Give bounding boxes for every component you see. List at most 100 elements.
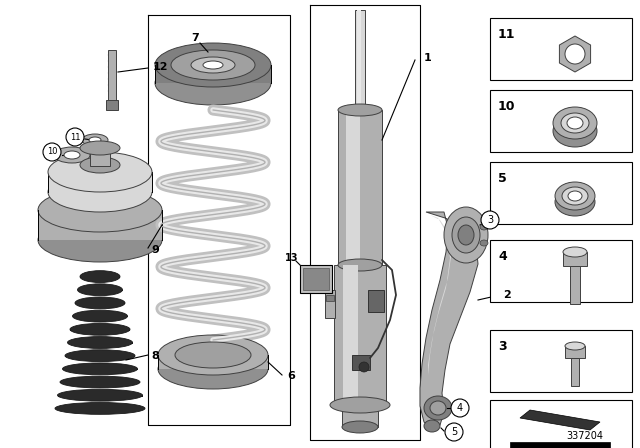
Ellipse shape [342,421,378,433]
Ellipse shape [555,182,595,210]
Bar [63,369,138,370]
Ellipse shape [452,217,480,253]
Bar [343,265,358,405]
Ellipse shape [48,152,152,192]
Bar [326,295,334,301]
Ellipse shape [359,362,369,372]
Ellipse shape [38,188,162,232]
Ellipse shape [567,117,583,129]
Ellipse shape [60,376,140,388]
Ellipse shape [158,349,268,389]
Bar [346,110,360,265]
Ellipse shape [55,402,145,414]
Ellipse shape [171,50,255,80]
Bar [510,442,610,448]
Ellipse shape [424,396,452,420]
Text: 3: 3 [487,215,493,225]
Bar [58,395,143,396]
Polygon shape [559,36,591,72]
Text: 4: 4 [457,403,463,413]
Ellipse shape [480,224,488,230]
Bar [355,10,365,115]
Bar [106,100,118,110]
Ellipse shape [330,397,390,413]
Text: 2: 2 [503,290,511,300]
Text: 5: 5 [498,172,507,185]
Text: 13: 13 [285,253,299,263]
Ellipse shape [82,134,108,146]
Ellipse shape [158,335,268,375]
Bar [570,266,580,304]
Polygon shape [428,215,452,375]
Bar [155,65,271,83]
Ellipse shape [444,207,488,263]
Bar [490,18,632,80]
Ellipse shape [80,157,120,173]
Bar [368,290,384,312]
Bar [65,356,135,357]
Circle shape [481,211,499,229]
Bar [352,355,370,370]
Ellipse shape [562,187,588,205]
Ellipse shape [72,310,127,322]
Ellipse shape [568,191,582,201]
Ellipse shape [424,420,440,432]
Ellipse shape [70,323,130,335]
Bar [490,330,632,392]
Ellipse shape [155,43,271,87]
Bar [571,358,579,386]
Ellipse shape [553,107,597,139]
Text: 337204: 337204 [566,431,604,441]
Bar [38,210,162,240]
Ellipse shape [58,389,143,401]
Ellipse shape [191,57,235,73]
Text: 11: 11 [498,27,515,40]
Ellipse shape [565,44,585,64]
Ellipse shape [80,141,120,155]
Text: 3: 3 [498,340,507,353]
Bar [48,172,152,192]
Bar [490,162,632,224]
Text: 7: 7 [191,33,199,43]
Text: 4: 4 [498,250,507,263]
Ellipse shape [553,115,597,147]
Ellipse shape [338,259,382,271]
Ellipse shape [80,271,120,283]
Bar [67,343,132,344]
Bar [90,148,110,166]
Bar [325,290,335,318]
Text: 10: 10 [498,99,515,112]
Ellipse shape [565,342,585,350]
Bar [80,276,120,278]
Circle shape [451,399,469,417]
Text: 8: 8 [151,351,159,361]
Ellipse shape [203,61,223,69]
Circle shape [445,423,463,441]
Text: 10: 10 [47,147,57,156]
Ellipse shape [338,104,382,116]
Ellipse shape [67,336,132,349]
Ellipse shape [561,113,589,133]
Bar [563,252,587,266]
Ellipse shape [89,137,101,143]
Ellipse shape [75,297,125,309]
Bar [490,240,632,302]
Ellipse shape [175,342,251,368]
Circle shape [66,128,84,146]
Polygon shape [520,410,600,430]
Text: 11: 11 [70,133,80,142]
Bar [338,110,382,265]
Ellipse shape [458,225,474,245]
Ellipse shape [155,61,271,105]
Bar [490,90,632,152]
Ellipse shape [54,147,90,163]
Bar [72,316,127,318]
Bar [60,382,140,383]
Text: 1: 1 [424,53,432,63]
Text: 6: 6 [287,371,295,381]
Bar [342,405,378,427]
Ellipse shape [563,247,587,257]
Ellipse shape [48,172,152,212]
Ellipse shape [64,151,80,159]
Bar [303,268,329,290]
